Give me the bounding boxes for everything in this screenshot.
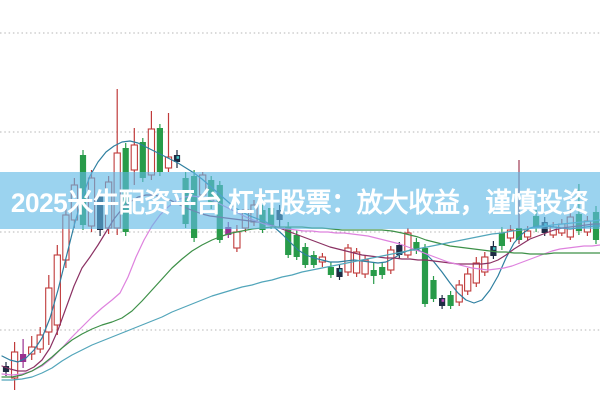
candle-body (268, 208, 275, 225)
ma-fast-steel-teal-line (1, 140, 600, 363)
candle-body (87, 177, 96, 227)
candle-body (352, 251, 361, 274)
candle-body (379, 267, 386, 275)
candle-body (28, 346, 36, 355)
candle-body (53, 254, 61, 326)
candle-body (62, 214, 70, 261)
candle-tick-mark (492, 247, 496, 250)
candle-body (36, 334, 44, 350)
candle-body (139, 142, 146, 178)
candle-body (164, 156, 173, 169)
candle-body (464, 273, 472, 292)
candle-body (421, 248, 429, 304)
candle-body (225, 227, 232, 235)
candle-body (447, 295, 454, 306)
candle-body (302, 247, 309, 265)
candle-body (70, 184, 79, 221)
candle-tick-mark (176, 156, 180, 159)
candle-body (2, 366, 10, 372)
candle-body (97, 195, 104, 230)
candle-body (130, 144, 138, 171)
candle-body (182, 178, 189, 224)
ma-maroon-line (1, 194, 600, 372)
candle-body (515, 228, 523, 240)
candle-body (20, 354, 27, 362)
candle-body (104, 181, 113, 229)
candle-body (156, 128, 163, 172)
candle-body (327, 267, 334, 275)
candle-body (336, 268, 343, 277)
candle-body (430, 280, 437, 299)
candle-body (506, 229, 515, 239)
candle-body (233, 231, 241, 249)
candle-body (293, 235, 300, 257)
candle-body (523, 230, 532, 238)
candle-body (413, 242, 420, 250)
candle-body (498, 233, 505, 246)
candle-body (191, 176, 198, 238)
candle-body (122, 148, 129, 232)
candle-tick-mark (441, 299, 445, 302)
candle-tick-mark (339, 269, 342, 272)
candle-body (276, 210, 283, 220)
candle-body (404, 232, 412, 256)
candle-body (113, 152, 121, 229)
candle-body (147, 128, 156, 176)
candle-body (361, 259, 369, 275)
candle-body (439, 298, 446, 306)
candle-body (370, 270, 377, 276)
candle-body (396, 245, 403, 255)
candle-body (10, 351, 19, 379)
ma-slow-light-teal-line (1, 219, 600, 381)
ma-pink-line (1, 195, 600, 376)
candle-body (472, 262, 480, 284)
candle-body (310, 255, 317, 265)
